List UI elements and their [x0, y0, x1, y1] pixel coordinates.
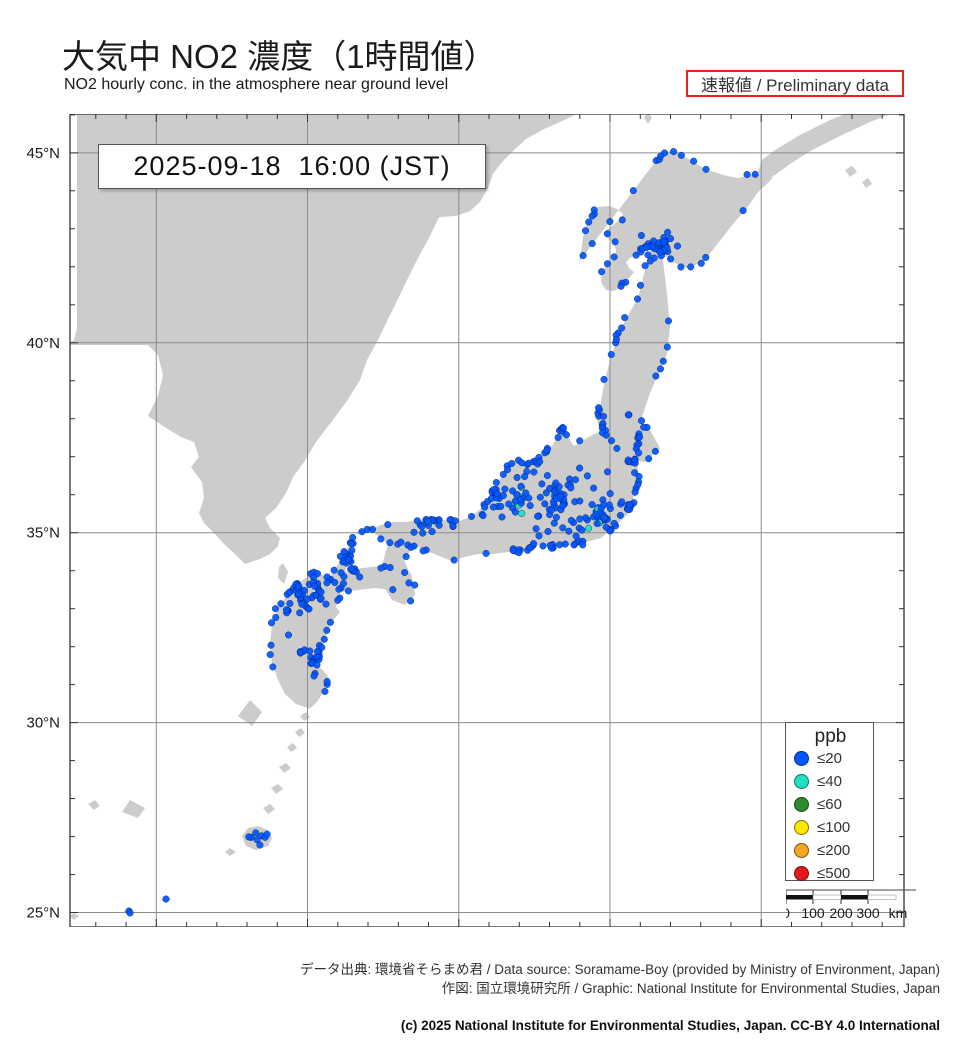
- svg-text:45°N: 45°N: [26, 145, 60, 162]
- svg-text:200: 200: [829, 905, 853, 921]
- svg-text:300: 300: [856, 905, 880, 921]
- svg-text:100: 100: [801, 905, 825, 921]
- svg-text:km: km: [889, 905, 908, 921]
- svg-text:30°N: 30°N: [26, 715, 60, 732]
- svg-text:35°N: 35°N: [26, 525, 60, 542]
- svg-text:0: 0: [786, 905, 790, 921]
- svg-text:25°N: 25°N: [26, 905, 60, 922]
- svg-text:40°N: 40°N: [26, 335, 60, 352]
